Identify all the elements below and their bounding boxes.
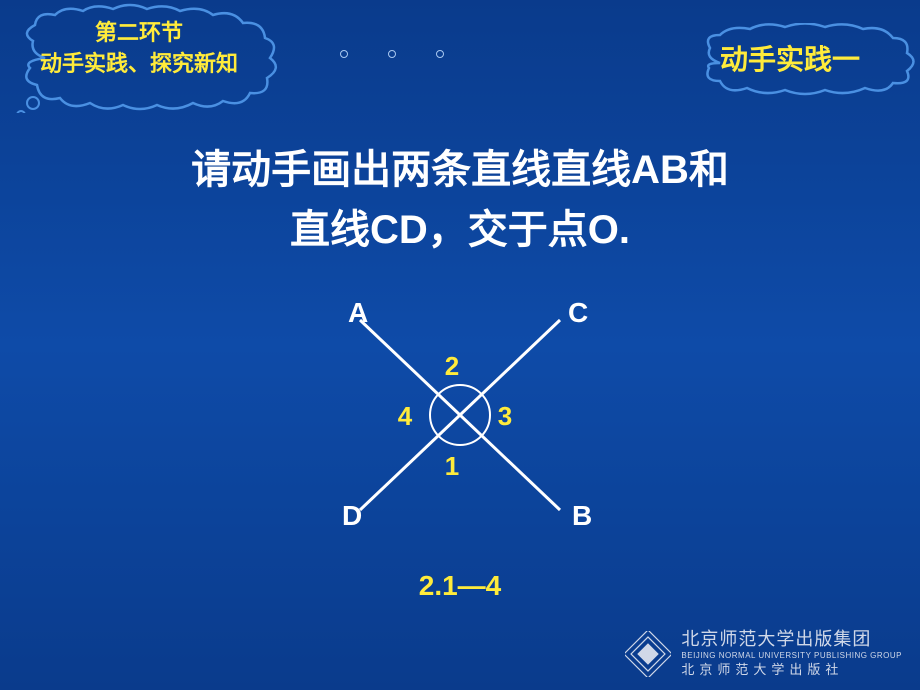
- main-line2: 直线CD，交于点O.: [0, 200, 920, 260]
- svg-text:B: B: [572, 500, 592, 531]
- svg-text:2: 2: [445, 351, 459, 381]
- intersecting-lines-diagram: A C D B 2 3 1 4: [300, 280, 620, 580]
- main-instruction: 请动手画出两条直线直线AB和 直线CD，交于点O.: [0, 140, 920, 260]
- diagram-caption: 2.1—4: [0, 570, 920, 602]
- svg-text:1: 1: [445, 451, 459, 481]
- dot: [436, 50, 444, 58]
- logo-sub: 北京师范大学出版社: [681, 662, 902, 678]
- publisher-logo: 北京师范大学出版集团 BEIJING NORMAL UNIVERSITY PUB…: [625, 629, 902, 678]
- logo-en: BEIJING NORMAL UNIVERSITY PUBLISHING GRO…: [681, 651, 902, 661]
- decorative-dots: [340, 50, 444, 58]
- svg-text:D: D: [342, 500, 362, 531]
- svg-text:C: C: [568, 297, 588, 328]
- logo-icon: [625, 631, 671, 677]
- logo-text: 北京师范大学出版集团 BEIJING NORMAL UNIVERSITY PUB…: [681, 629, 902, 678]
- cloud-right-text: 动手实践一: [720, 38, 860, 78]
- dot: [340, 50, 348, 58]
- cloud-left: 第二环节 动手实践、探究新知: [40, 18, 238, 80]
- cloud-left-line2: 动手实践、探究新知: [40, 49, 238, 80]
- svg-text:3: 3: [498, 401, 512, 431]
- cloud-right: 动手实践一: [720, 38, 860, 78]
- svg-text:A: A: [348, 297, 368, 328]
- logo-cn: 北京师范大学出版集团: [681, 629, 902, 651]
- dot: [388, 50, 396, 58]
- cloud-left-line1: 第二环节: [40, 18, 238, 49]
- main-line1: 请动手画出两条直线直线AB和: [0, 140, 920, 200]
- svg-text:4: 4: [398, 401, 413, 431]
